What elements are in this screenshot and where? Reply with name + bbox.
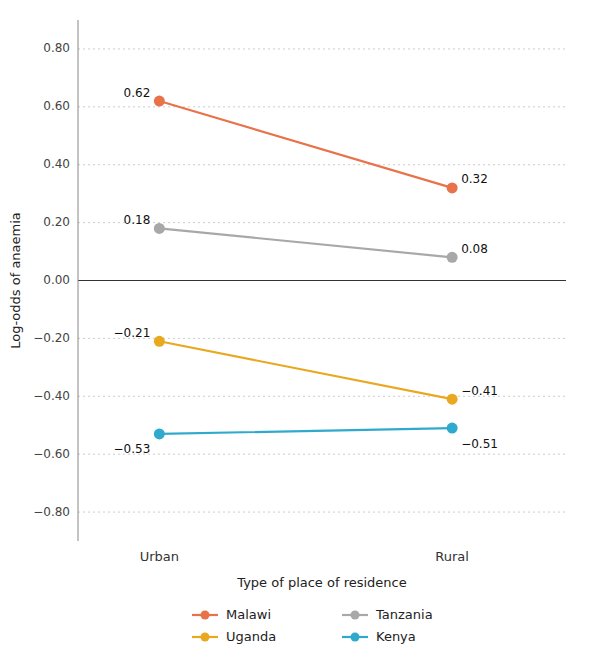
- chart: −0.80 −0.60 −0.40 −0.20 0.00 0.20 0.40 0.60 0.80…: [0, 0, 590, 671]
- y-tick-label: 0.20: [43, 215, 70, 229]
- data-label: −0.51: [461, 437, 498, 451]
- data-label: 0.62: [124, 86, 151, 100]
- grid-line: [78, 164, 566, 165]
- grid-line: [78, 512, 566, 513]
- y-tick-label: 0.00: [43, 273, 70, 287]
- series-group: [154, 96, 458, 440]
- legend-marker: [351, 611, 360, 620]
- series-line: [159, 428, 452, 434]
- data-point: [447, 423, 458, 434]
- data-labels: 0.62 0.32 0.18 0.08 −0.21 −0.41 −0.53 −0.51: [114, 86, 498, 457]
- grid: [78, 49, 566, 512]
- x-tick-label: Rural: [435, 549, 469, 564]
- series-line: [159, 101, 452, 188]
- x-tick-label: Urban: [140, 549, 179, 564]
- grid-line: [78, 222, 566, 223]
- series-line: [159, 341, 452, 399]
- y-tick-label: −0.60: [33, 447, 70, 461]
- legend-marker: [351, 633, 360, 642]
- legend-marker: [201, 611, 210, 620]
- grid-line: [78, 338, 566, 339]
- legend: Malawi Tanzania Uganda Kenya: [192, 607, 433, 644]
- legend-label: Malawi: [226, 607, 271, 622]
- y-tick-label: 0.60: [43, 99, 70, 113]
- y-axis-line: [78, 20, 79, 541]
- legend-marker: [201, 633, 210, 642]
- grid-line: [78, 48, 566, 49]
- data-point: [447, 252, 458, 263]
- legend-label: Kenya: [376, 629, 416, 644]
- data-label: 0.08: [461, 242, 488, 256]
- data-point: [154, 428, 165, 439]
- data-label: −0.53: [114, 442, 151, 456]
- data-point: [154, 223, 165, 234]
- y-tick-label: −0.40: [33, 389, 70, 403]
- y-axis-title: Log-odds of anaemia: [8, 212, 23, 349]
- legend-label: Tanzania: [375, 607, 433, 622]
- data-point: [447, 394, 458, 405]
- series-line: [159, 228, 452, 257]
- grid-line: [78, 106, 566, 107]
- data-point: [447, 182, 458, 193]
- legend-label: Uganda: [226, 629, 276, 644]
- y-tick-label: 0.40: [43, 157, 70, 171]
- data-label: 0.18: [124, 213, 151, 227]
- grid-line: [78, 454, 566, 455]
- data-label: −0.41: [461, 384, 498, 398]
- y-tick-label: −0.80: [33, 505, 70, 519]
- y-tick-label: 0.80: [43, 41, 70, 55]
- x-axis-title: Type of place of residence: [236, 575, 407, 590]
- data-label: −0.21: [114, 326, 151, 340]
- data-point: [154, 336, 165, 347]
- zero-line: [78, 280, 566, 281]
- data-point: [154, 96, 165, 107]
- y-tick-label: −0.20: [33, 331, 70, 345]
- data-label: 0.32: [461, 172, 488, 186]
